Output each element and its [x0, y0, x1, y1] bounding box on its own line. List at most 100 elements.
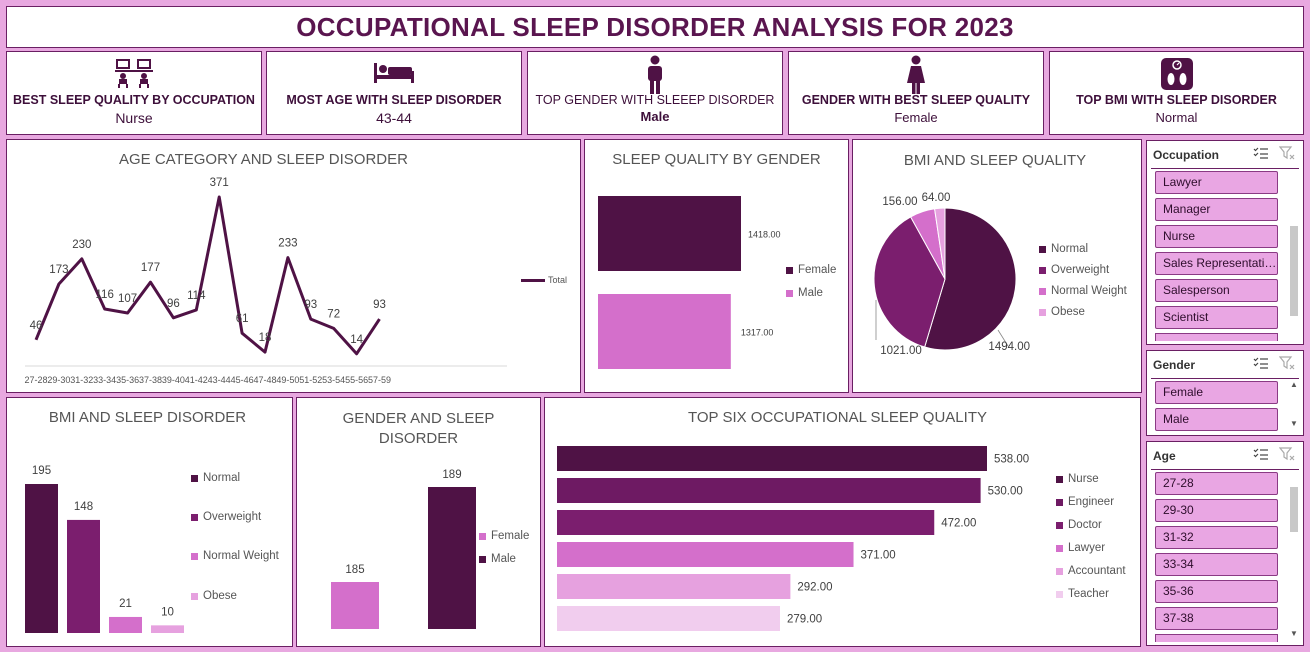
- bar-engineer: [557, 478, 981, 503]
- scrollbar-thumb[interactable]: [1290, 226, 1298, 316]
- data-label: 292.00: [797, 582, 832, 594]
- data-label: 18: [259, 332, 272, 344]
- slicer-item[interactable]: Male: [1155, 408, 1278, 431]
- slicer-item[interactable]: 33-34: [1155, 553, 1278, 576]
- legend-label: Doctor: [1068, 519, 1102, 531]
- slicer-item[interactable]: Manager: [1155, 198, 1278, 221]
- data-label: 1494.00: [988, 341, 1030, 353]
- legend-label: Normal: [1051, 243, 1089, 255]
- dashboard-title: OCCUPATIONAL SLEEP DISORDER ANALYSIS FOR…: [296, 11, 1014, 42]
- kpi-value: 43-44: [376, 110, 412, 126]
- legend-label: Obese: [1051, 306, 1085, 318]
- legend-label: Engineer: [1068, 496, 1115, 508]
- x-tick-label: 31-32: [70, 375, 93, 385]
- bar-female: [331, 582, 379, 629]
- legend-item-total: Total: [521, 275, 567, 285]
- slicer-scrollbar[interactable]: [1288, 171, 1300, 341]
- slicer-item[interactable]: 37-38: [1155, 607, 1278, 630]
- kpi-card-bmi: TOP BMI WITH SLEEP DISORDER Normal: [1049, 51, 1304, 135]
- x-tick-label: 53-54: [322, 375, 345, 385]
- legend-swatch: [1056, 544, 1063, 552]
- gender-slicer: Gender Female Male ▲ ▼: [1146, 350, 1304, 436]
- slicer-item[interactable]: Salesperson: [1155, 279, 1278, 302]
- slicer-scrollbar[interactable]: ▲ ▼: [1288, 380, 1300, 431]
- multi-select-icon[interactable]: [1253, 146, 1269, 165]
- legend-item-lawyer: Lawyer: [1056, 542, 1105, 554]
- scroll-down-icon[interactable]: ▼: [1290, 629, 1298, 638]
- bmi-sleep-disorder-chart: BMI AND SLEEP DISORDER 195 148 21 10 Normal…: [6, 397, 293, 647]
- slicer-header: Occupation: [1153, 148, 1220, 162]
- legend-label: Male: [491, 553, 516, 565]
- legend-swatch: [191, 592, 198, 600]
- slicer-item[interactable]: 31-32: [1155, 526, 1278, 549]
- legend-item-male: Male: [786, 287, 823, 299]
- x-tick-label: 51-52: [299, 375, 322, 385]
- slicer-item[interactable]: 29-30: [1155, 499, 1278, 522]
- kpi-card-occupation: BEST SLEEP QUALITY BY OCCUPATION Nurse: [6, 51, 262, 135]
- legend-item-female: Female: [786, 264, 836, 276]
- multi-select-icon[interactable]: [1253, 447, 1269, 466]
- slicer-item[interactable]: Sales Representative: [1155, 252, 1278, 275]
- legend-swatch: [1056, 521, 1063, 529]
- x-tick-label: 29-30: [47, 375, 70, 385]
- bar-nurse: [557, 446, 987, 471]
- bar-doctor: [557, 510, 935, 535]
- slicer-divider: [1151, 469, 1299, 470]
- legend-item-male: Male: [479, 553, 516, 565]
- occupation-sleep-quality-chart: TOP SIX OCCUPATIONAL SLEEP QUALITY 538.0…: [544, 397, 1141, 647]
- legend-swatch: [191, 474, 198, 482]
- age-line-svg: 46 27-28 173 29-30 230 31-32 116 33-34 107 35-36 1…: [24, 177, 507, 385]
- data-label: 156.00: [882, 196, 917, 208]
- scroll-up-icon[interactable]: ▲: [1290, 380, 1298, 389]
- bar-male: [598, 294, 731, 369]
- chart-title: BMI AND SLEEP QUALITY: [903, 152, 1087, 169]
- scroll-down-icon[interactable]: ▼: [1290, 419, 1298, 428]
- x-tick-label: 47-48: [253, 375, 276, 385]
- kpi-value: Female: [894, 110, 938, 125]
- slicer-item[interactable]: Female: [1155, 381, 1278, 404]
- occupation-bars-svg: 538.00 530.00 472.00 371.00 292.00 279.00: [557, 446, 1029, 631]
- data-label: 107: [118, 293, 137, 305]
- scrollbar-thumb[interactable]: [1290, 487, 1298, 532]
- legend-item-female: Female: [479, 530, 529, 542]
- clear-filter-icon[interactable]: [1278, 447, 1295, 466]
- data-label: 21: [119, 598, 132, 610]
- chart-title: TOP SIX OCCUPATIONAL SLEEP QUALITY: [688, 409, 987, 426]
- gender-quality-svg: 1418.00 1317.00: [598, 196, 781, 369]
- slicer-item[interactable]: Lawyer: [1155, 171, 1278, 194]
- legend-label: Teacher: [1068, 588, 1109, 600]
- slicer-item-partial: [1155, 634, 1278, 642]
- data-label: 1021.00: [880, 345, 922, 357]
- x-tick-label: 55-56: [345, 375, 368, 385]
- legend-label: Lawyer: [1068, 542, 1106, 554]
- legend-swatch: [1056, 590, 1063, 598]
- clear-filter-icon[interactable]: [1278, 146, 1295, 165]
- clear-filter-icon[interactable]: [1278, 356, 1295, 375]
- legend-item-teacher: Teacher: [1056, 588, 1109, 600]
- slicer-divider: [1151, 378, 1299, 379]
- legend-label: Normal: [203, 472, 241, 484]
- legend-swatch: [786, 266, 793, 274]
- data-label: 279.00: [787, 614, 822, 626]
- slicer-item[interactable]: Nurse: [1155, 225, 1278, 248]
- slicer-item[interactable]: 35-36: [1155, 580, 1278, 603]
- legend-label: Female: [798, 264, 837, 276]
- slicer-scrollbar[interactable]: ▼: [1288, 472, 1300, 642]
- bar-male: [428, 487, 476, 629]
- bmi-sleep-quality-chart: BMI AND SLEEP QUALITY 1494.00 1021.00 156.…: [852, 139, 1142, 393]
- legend-item-normal: Normal: [191, 472, 240, 484]
- slicer-item[interactable]: 27-28: [1155, 472, 1278, 495]
- legend-label: Normal Weight: [1051, 285, 1127, 297]
- bar-normal-weight: [109, 616, 142, 633]
- data-label: 230: [72, 239, 91, 251]
- pie-slice-normal: [924, 207, 1017, 351]
- legend-swatch: [1039, 245, 1046, 253]
- data-label: 371.00: [861, 550, 896, 562]
- legend-swatch: [1056, 498, 1063, 506]
- multi-select-icon[interactable]: [1253, 356, 1269, 375]
- chart-title: BMI AND SLEEP DISORDER: [48, 409, 247, 426]
- series-line-total: [34, 195, 381, 356]
- data-label: 96: [167, 298, 180, 310]
- slicer-item[interactable]: Scientist: [1155, 306, 1278, 329]
- data-label: 72: [327, 308, 340, 320]
